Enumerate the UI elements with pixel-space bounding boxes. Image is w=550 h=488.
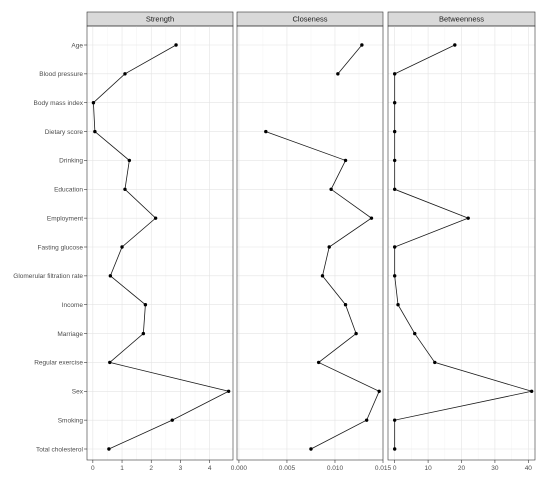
category-label: Body mass index xyxy=(34,100,84,107)
data-point xyxy=(107,447,111,451)
data-point xyxy=(108,274,113,278)
data-point xyxy=(343,303,348,307)
data-point xyxy=(336,72,340,76)
data-point xyxy=(93,129,97,134)
category-label: Income xyxy=(62,302,84,309)
x-tick-label: 0 xyxy=(393,465,397,472)
category-label: Marriage xyxy=(57,331,83,338)
series-line xyxy=(265,131,380,450)
data-point xyxy=(141,331,146,336)
data-point xyxy=(392,101,397,105)
data-point xyxy=(413,331,417,336)
data-point xyxy=(309,447,313,451)
category-label: Blood pressure xyxy=(39,71,83,78)
data-point xyxy=(174,43,178,47)
x-tick-label: 30 xyxy=(491,465,499,472)
category-label: Age xyxy=(71,42,83,49)
data-point xyxy=(392,418,397,422)
data-point xyxy=(91,101,96,105)
x-tick-label: 40 xyxy=(525,465,533,472)
data-point xyxy=(108,360,112,365)
facet-title: Strength xyxy=(146,15,174,24)
data-point xyxy=(529,389,534,393)
category-label: Dietary score xyxy=(45,129,84,136)
data-point xyxy=(143,303,148,307)
data-point xyxy=(327,245,331,249)
x-tick-label: 10 xyxy=(424,465,432,472)
data-point xyxy=(392,158,397,163)
category-label: Smoking xyxy=(58,417,84,424)
data-point xyxy=(123,187,127,191)
data-point xyxy=(392,274,397,278)
facet-panel-strength: Strength 0 1 2 3 4 xyxy=(86,11,234,472)
panel-border xyxy=(236,25,384,461)
data-point xyxy=(120,245,124,249)
data-point xyxy=(170,418,174,422)
data-point xyxy=(153,216,158,220)
x-tick-label: 0.005 xyxy=(279,465,296,472)
category-label: Total cholesterol xyxy=(36,446,84,453)
data-point xyxy=(392,187,397,191)
data-point xyxy=(127,158,132,163)
category-label: Fasting glucose xyxy=(37,244,83,251)
x-tick-label: 20 xyxy=(458,465,466,472)
x-tick-label: 0.000 xyxy=(231,465,248,472)
data-point xyxy=(316,360,321,365)
data-point xyxy=(453,43,457,47)
data-point xyxy=(392,129,397,134)
facet-panel-closeness: Closeness 0.000 0.005 0.010 0.015 xyxy=(231,11,392,472)
category-label: Education xyxy=(54,187,83,194)
category-label: Employment xyxy=(47,215,83,222)
data-point xyxy=(377,389,381,393)
panel-border xyxy=(86,25,234,461)
data-point xyxy=(343,158,348,163)
data-point xyxy=(123,72,127,76)
data-point xyxy=(392,447,397,451)
data-point xyxy=(396,303,400,307)
data-point xyxy=(226,389,231,393)
data-point xyxy=(433,360,437,365)
facet-title: Closeness xyxy=(292,15,327,24)
series-line xyxy=(337,44,363,75)
x-tick-label: 0 xyxy=(91,465,95,472)
facet-panel-betweenness: Betweenness 0 10 20 30 40 xyxy=(387,11,536,472)
x-tick-label: 3 xyxy=(179,465,183,472)
category-label: Glomerular filtration rate xyxy=(13,273,83,280)
x-tick-label: 4 xyxy=(208,465,212,472)
data-point xyxy=(369,216,374,220)
data-point xyxy=(364,418,369,422)
data-point xyxy=(264,129,268,134)
category-label: Regular exercise xyxy=(34,360,83,367)
facet-title: Betweenness xyxy=(439,15,484,24)
data-point xyxy=(466,216,470,220)
category-label: Sex xyxy=(72,389,84,396)
x-tick-label: 2 xyxy=(149,465,153,472)
x-tick-label: 0.010 xyxy=(327,465,344,472)
data-point xyxy=(360,43,364,47)
x-tick-label: 1 xyxy=(120,465,124,472)
data-point xyxy=(392,245,397,249)
data-point xyxy=(354,331,358,336)
data-point xyxy=(320,274,325,278)
category-label: Drinking xyxy=(59,158,83,165)
data-point xyxy=(329,187,333,191)
data-point xyxy=(392,72,397,76)
x-tick-label: 0.015 xyxy=(375,465,392,472)
